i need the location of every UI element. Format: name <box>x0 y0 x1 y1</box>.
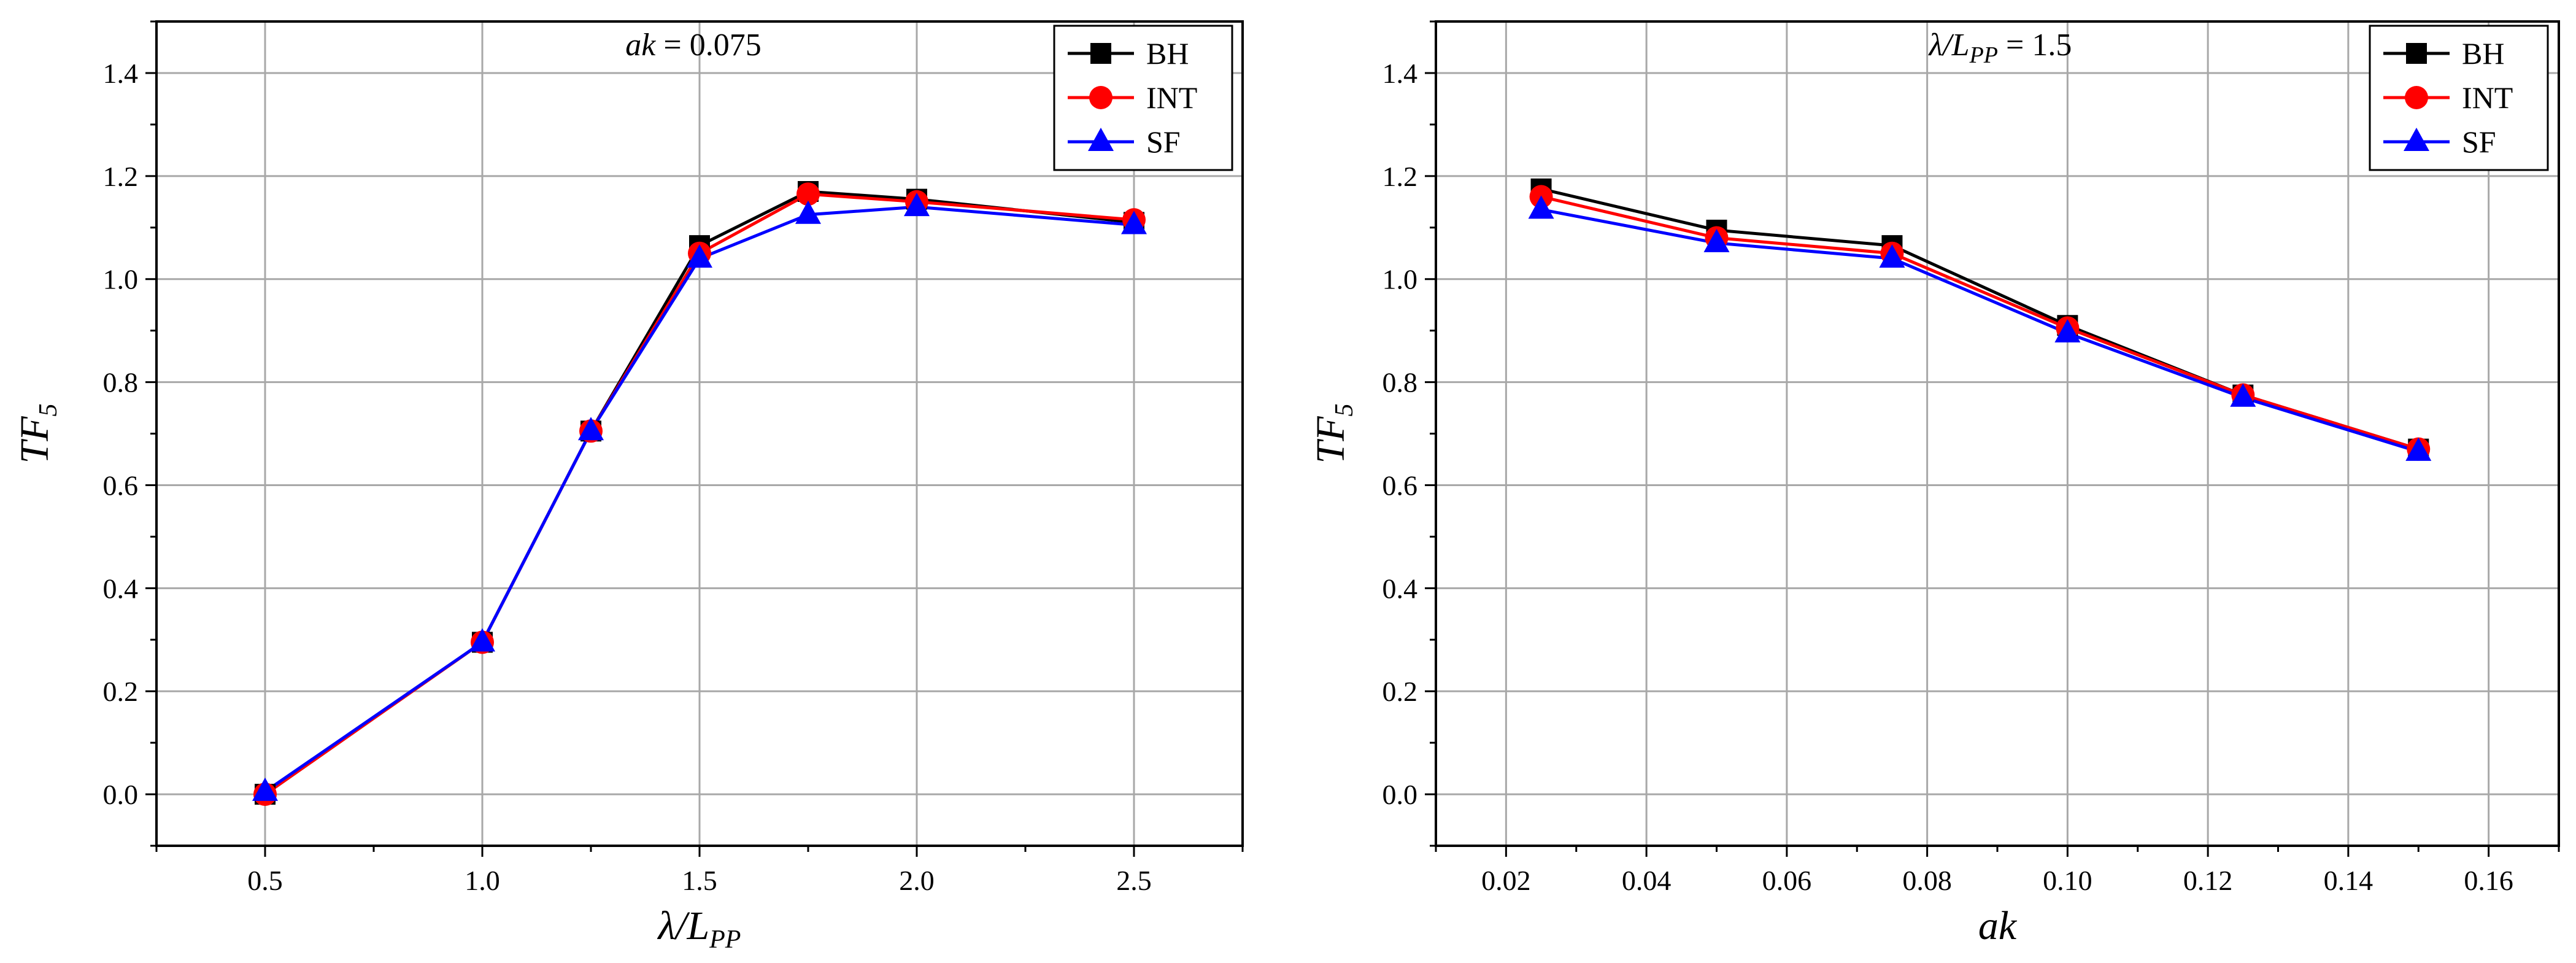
x-axis-label: ak <box>1978 903 2018 948</box>
y-tick-label: 1.0 <box>103 264 139 295</box>
y-tick-label: 0.0 <box>103 779 139 810</box>
legend-label-bh: BH <box>2462 36 2504 71</box>
x-tick-label: 2.5 <box>1116 865 1152 896</box>
y-tick-label: 0.6 <box>1382 470 1418 501</box>
y-tick-label: 0.2 <box>103 676 139 707</box>
plot-frame <box>155 20 1244 847</box>
x-tick-label: 1.0 <box>465 865 500 896</box>
x-axis-label-main: ak <box>1978 903 2018 948</box>
legend-marker-sf <box>1088 128 1114 151</box>
data-point-sf <box>687 244 712 268</box>
y-tick-label: 0.4 <box>103 573 139 604</box>
annotation-italic: λ/L <box>1928 28 1970 63</box>
data-point-sf <box>904 193 930 217</box>
data-point-int <box>796 182 820 206</box>
legend: BH INT SF <box>1053 25 1233 171</box>
x-axis-label-sub: PP <box>709 926 741 954</box>
y-tick-label: 0.8 <box>1382 367 1418 398</box>
annotation-rest: = 1.5 <box>1998 28 2072 63</box>
y-axis-label: TF5 <box>12 403 63 463</box>
y-tick-label: 0.6 <box>103 470 139 501</box>
series-line-sf <box>1541 207 2419 454</box>
x-axis-label-main: λ/L <box>657 903 710 948</box>
chart-panel-1: 0.5 1.0 1.5 2.0 2.5 0.0 0.2 0.4 0.6 0.8 1.0 1.2 1.4 λ… <box>12 20 1244 954</box>
legend-label-sf: SF <box>1146 125 1181 159</box>
y-tick-label: 0.8 <box>103 367 139 398</box>
data-point-sf <box>252 777 278 801</box>
plot-frame <box>1435 20 2560 847</box>
legend: BH INT SF <box>2369 25 2549 171</box>
x-tick-label: 0.12 <box>2183 865 2233 896</box>
data-point-sf <box>578 417 604 441</box>
legend-marker-bh <box>2406 43 2427 64</box>
y-tick-label: 0.2 <box>1382 676 1418 707</box>
condition-annotation: ak = 0.075 <box>625 28 761 63</box>
legend-marker-bh <box>1090 43 1111 64</box>
annotation-rest: = 0.075 <box>655 28 761 63</box>
y-axis-label-main: TF <box>1308 416 1353 464</box>
condition-annotation: λ/LPP = 1.5 <box>1928 28 2072 68</box>
data-point-sf <box>1879 244 1905 268</box>
legend-marker-int <box>2405 86 2428 109</box>
legend-label-int: INT <box>2462 80 2513 115</box>
y-tick-label: 1.2 <box>103 161 139 192</box>
y-tick-label: 1.2 <box>1382 161 1418 192</box>
data-point-sf <box>2405 437 2432 461</box>
legend-label-bh: BH <box>1146 36 1189 71</box>
x-axis-label: λ/LPP <box>657 903 741 954</box>
y-tick-label: 0.4 <box>1382 573 1418 604</box>
legend-label-sf: SF <box>2462 125 2496 159</box>
y-tick-label: 1.0 <box>1382 264 1418 295</box>
y-axis-label: TF5 <box>1308 403 1359 463</box>
data-point-sf <box>2230 383 2256 407</box>
x-tick-label: 0.04 <box>1622 865 1672 896</box>
x-tick-label: 0.14 <box>2324 865 2374 896</box>
x-tick-label: 0.02 <box>1481 865 1531 896</box>
data-point-sf <box>469 628 495 652</box>
y-axis-label-sub: 5 <box>1330 403 1359 416</box>
x-tick-label: 0.06 <box>1762 865 1812 896</box>
x-tick-label: 0.5 <box>247 865 283 896</box>
annotation-italic: ak <box>625 28 656 63</box>
x-tick-label: 2.0 <box>899 865 935 896</box>
data-point-sf <box>1121 211 1147 234</box>
y-axis-label-main: TF <box>12 416 57 464</box>
x-tick-label: 0.16 <box>2464 865 2513 896</box>
data-point-sf <box>1528 195 1554 219</box>
chart-panel-2: 0.02 0.04 0.06 0.08 0.10 0.12 0.14 0.16 0.0 0.2 0.… <box>1308 20 2560 948</box>
legend-label-int: INT <box>1146 80 1197 115</box>
y-tick-label: 1.4 <box>103 58 139 89</box>
data-point-sf <box>1703 228 1730 252</box>
annotation-sub: PP <box>1969 42 1998 68</box>
x-tick-label: 0.10 <box>2043 865 2092 896</box>
legend-marker-sf <box>2404 128 2429 151</box>
y-tick-label: 0.0 <box>1382 779 1418 810</box>
y-tick-label: 1.4 <box>1382 58 1418 89</box>
x-tick-label: 0.08 <box>1902 865 1952 896</box>
data-point-sf <box>2054 319 2081 342</box>
series-line-int <box>1540 195 2419 451</box>
legend-marker-int <box>1089 86 1113 109</box>
x-tick-label: 1.5 <box>682 865 717 896</box>
data-point-sf <box>795 200 821 224</box>
y-axis-label-sub: 5 <box>34 403 63 416</box>
